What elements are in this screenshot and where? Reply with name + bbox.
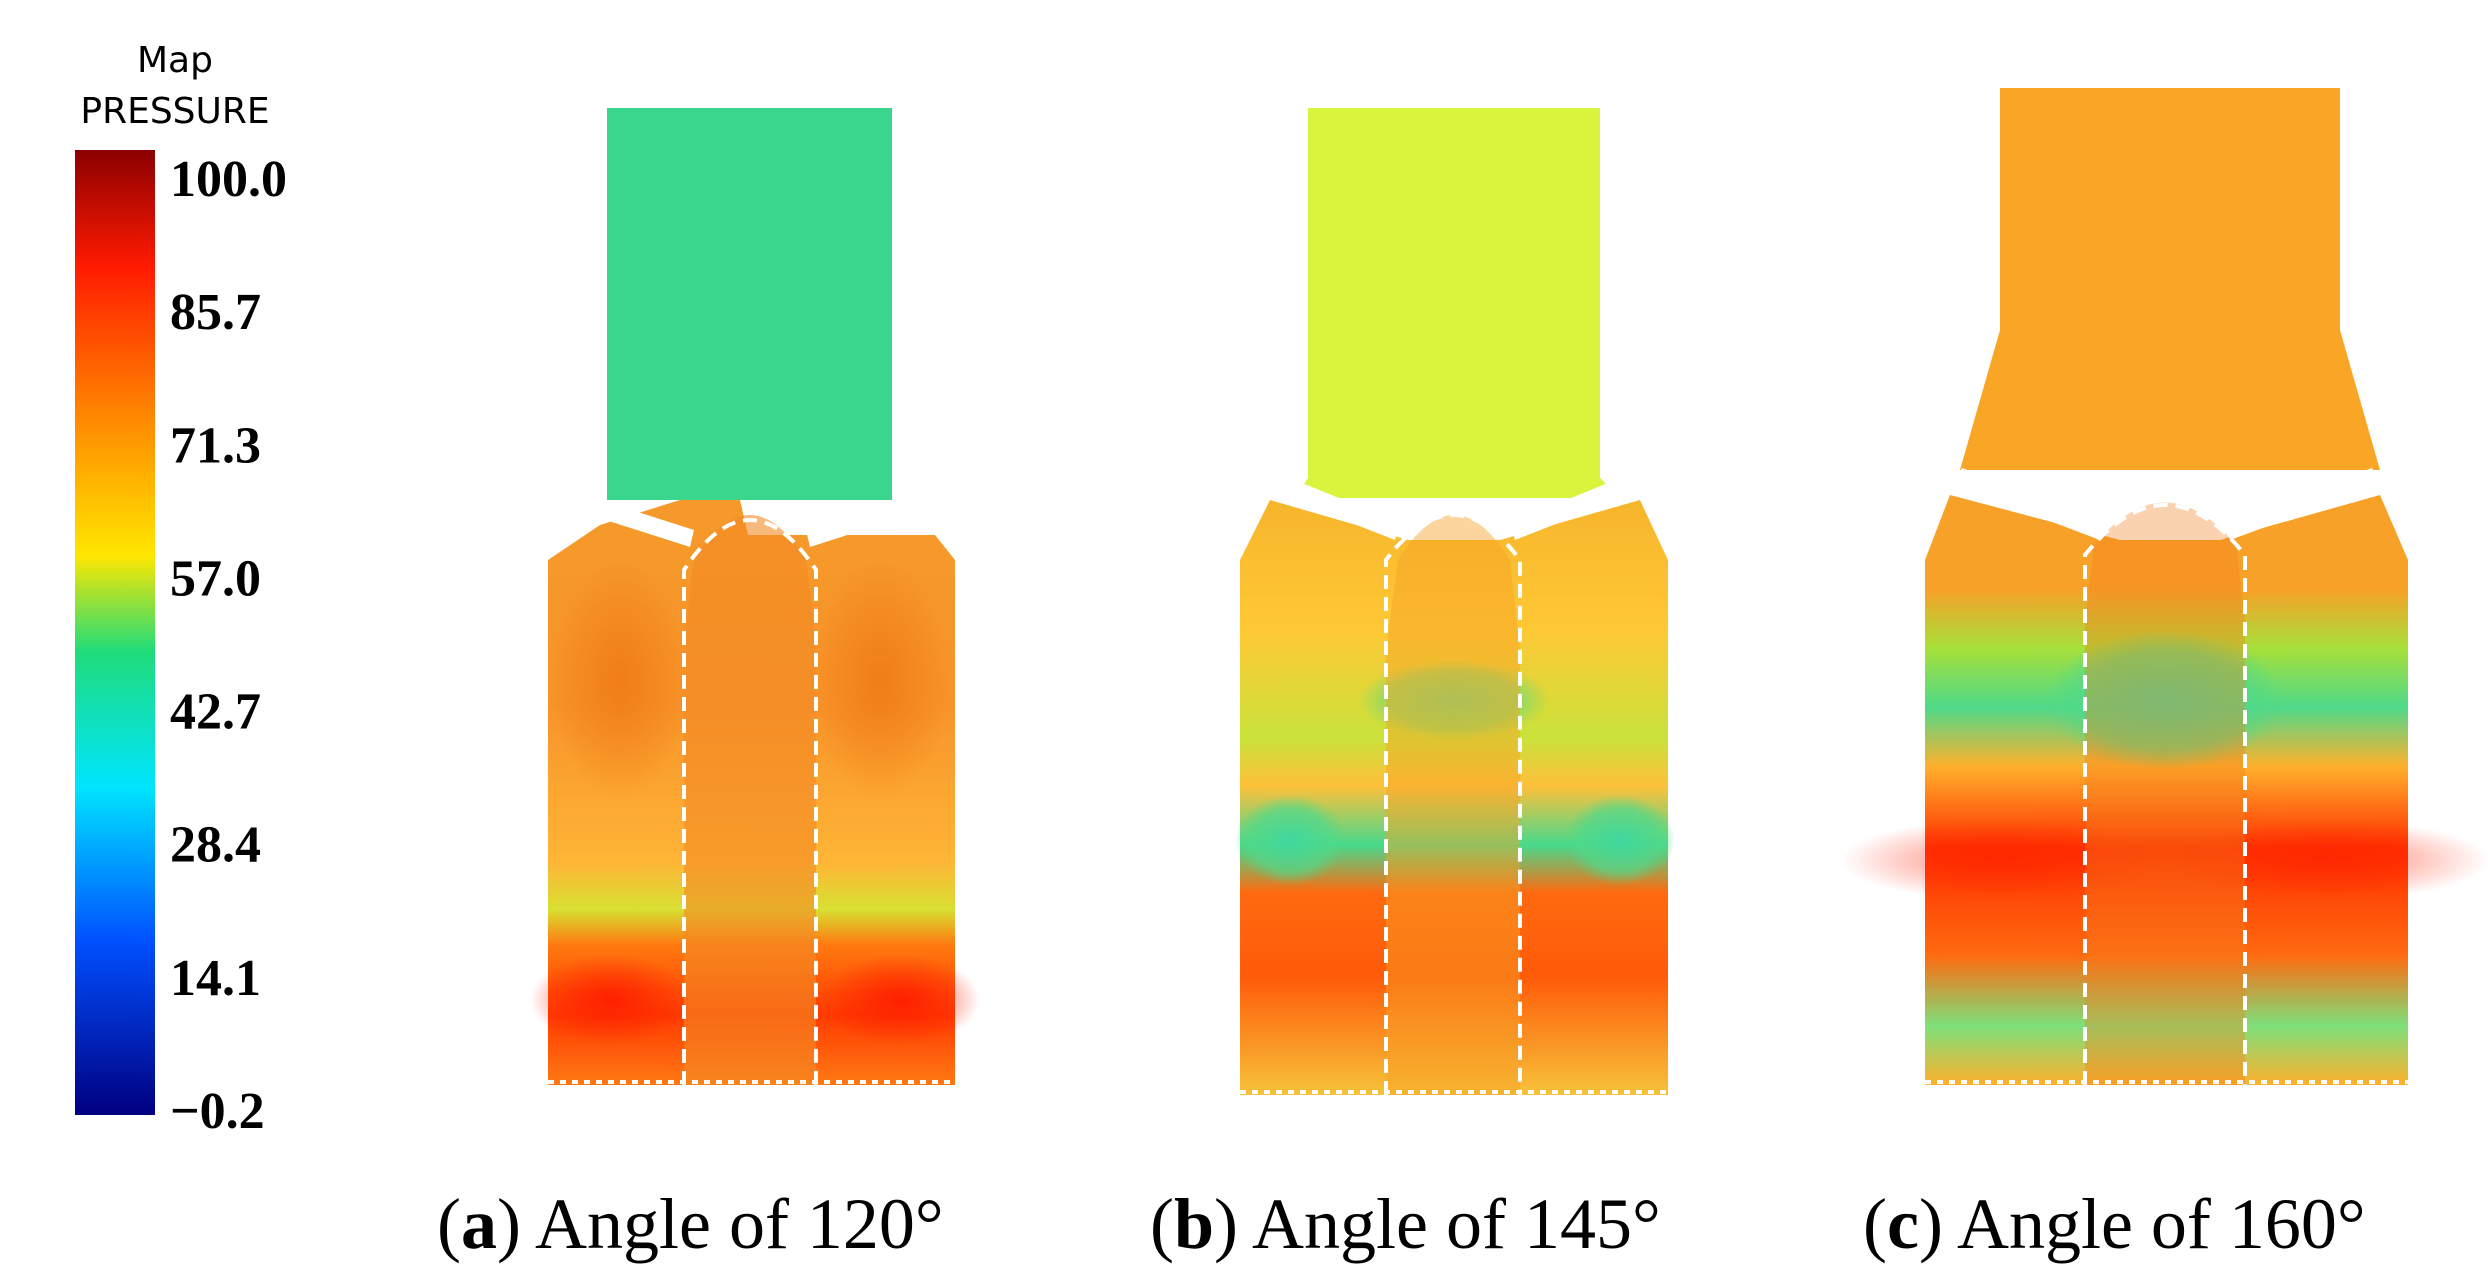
colorbar-tick-label: 100.0 <box>170 151 287 208</box>
caption-a-letter: a <box>461 1184 497 1264</box>
gap-left-c <box>1955 468 2105 540</box>
caption-c: (c) Angle of 160° <box>1863 1184 2366 1264</box>
lower-chamber-c <box>1925 495 2408 1085</box>
cool-zone-left-b <box>1235 795 1345 885</box>
gap-right-a <box>806 500 910 547</box>
colorbar-tick-label: 28.4 <box>170 817 261 874</box>
upper-chamber-b <box>1295 108 1620 498</box>
colorbar-tick-label: 57.0 <box>170 550 261 607</box>
gap-left-a <box>590 500 694 547</box>
cool-zone-center-b <box>1359 660 1549 740</box>
contour-panel-a <box>530 108 980 1085</box>
caption-c-text: Angle of 160° <box>1957 1184 2366 1264</box>
gap-right-c <box>2225 468 2380 540</box>
hot-zone-right-c <box>2170 820 2488 900</box>
spool-a <box>684 515 816 1085</box>
cool-zone-center-c <box>2045 630 2285 770</box>
lower-chamber-b <box>1240 500 1668 1095</box>
caption-a: (a) Angle of 120° <box>437 1184 944 1264</box>
warm-zone-right-a <box>810 560 950 800</box>
caption-b: (b) Angle of 145° <box>1150 1184 1661 1264</box>
spool-b <box>1386 515 1520 1095</box>
colorbar-tick-label: 42.7 <box>170 684 261 741</box>
warm-zone-left-a <box>550 560 690 800</box>
colorbar-tick-label: 14.1 <box>170 950 261 1007</box>
colorbar-tick-label: 85.7 <box>170 284 261 341</box>
upper-chamber-texture-a <box>607 108 892 500</box>
gap-right-b <box>1510 478 1630 540</box>
legend-title-line1: Map <box>137 40 213 81</box>
upper-chamber-a <box>607 108 892 500</box>
hot-zone-right-a <box>820 955 980 1045</box>
upper-chamber-c <box>1960 88 2380 470</box>
colorbar-ticks: 100.0 85.7 71.3 57.0 42.7 28.4 14.1 −0.2 <box>170 151 287 1140</box>
colorbar-legend: Map PRESSURE 100.0 85.7 71.3 57.0 42.7 28.4 14… <box>75 40 287 1140</box>
colorbar <box>75 150 155 1115</box>
caption-c-letter: c <box>1887 1184 1919 1264</box>
cool-zone-right-b <box>1565 795 1675 885</box>
legend-title-line2: PRESSURE <box>80 91 269 132</box>
colorbar-tick-label: 71.3 <box>170 417 261 474</box>
contour-panel-b <box>1235 108 1675 1095</box>
colorbar-tick-label: −0.2 <box>170 1083 265 1140</box>
spool-outline-c <box>2083 503 2247 1085</box>
spool-outline-a <box>682 518 818 1085</box>
caption-b-text: Angle of 145° <box>1252 1184 1661 1264</box>
caption-b-letter: b <box>1174 1184 1214 1264</box>
gap-left-b <box>1280 478 1400 540</box>
spool-outline-b <box>1384 513 1522 1095</box>
contour-panel-c <box>1840 88 2488 1085</box>
caption-a-text: Angle of 120° <box>535 1184 944 1264</box>
hot-zone-left-a <box>530 955 690 1045</box>
spool-c <box>2085 502 2245 1085</box>
hot-zone-left-c <box>1840 820 2160 900</box>
